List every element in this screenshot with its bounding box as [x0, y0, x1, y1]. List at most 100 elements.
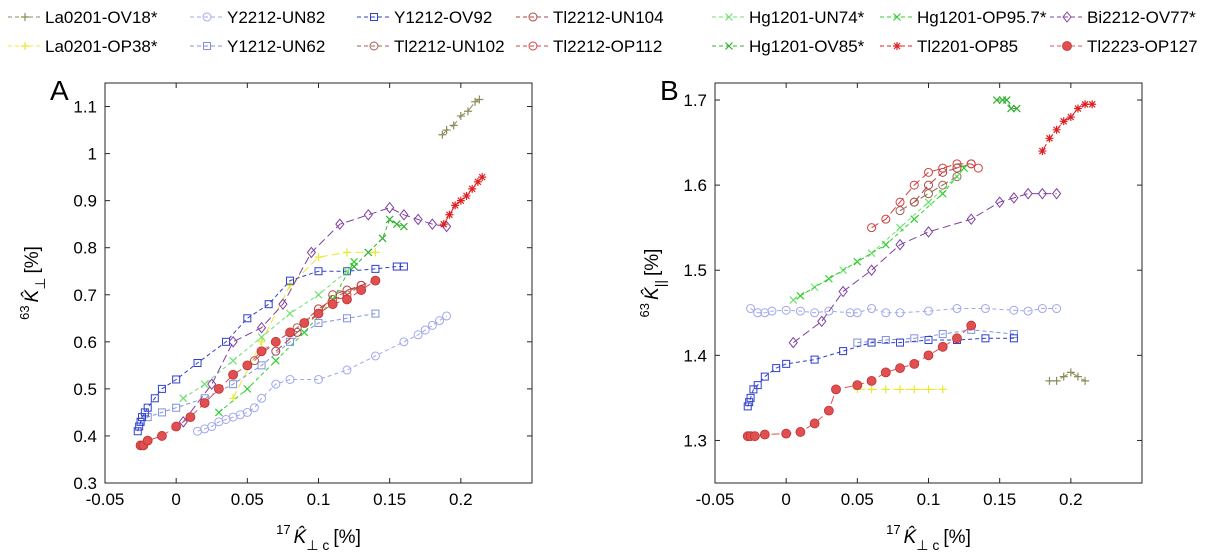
data-point — [434, 316, 444, 326]
legend-entry: Tl2223-OP127 — [1050, 37, 1198, 56]
data-point — [427, 218, 438, 230]
plot-frame — [104, 82, 533, 484]
data-point — [1002, 96, 1011, 104]
legend-entry: Tl2212-UN102 — [357, 37, 505, 56]
data-point — [462, 191, 471, 200]
data-point — [749, 385, 758, 394]
data-point — [924, 198, 933, 207]
series — [438, 95, 484, 139]
data-point — [1051, 187, 1062, 200]
data-point — [213, 383, 224, 394]
data-point — [363, 208, 373, 221]
series-line — [793, 193, 1057, 344]
data-point — [392, 220, 401, 229]
x-tick-label: 0.2 — [1059, 490, 1083, 509]
series-line — [996, 99, 1017, 109]
data-point — [456, 111, 465, 120]
data-point — [142, 435, 153, 446]
data-point — [767, 306, 777, 316]
data-point — [271, 379, 281, 389]
data-point — [924, 189, 933, 199]
data-point — [463, 107, 472, 116]
data-point — [228, 369, 239, 380]
data-point — [895, 197, 905, 207]
data-point — [179, 394, 188, 403]
data-point — [782, 359, 791, 368]
data-point — [938, 385, 947, 394]
y-tick-label: 0.9 — [73, 192, 97, 211]
data-point — [475, 95, 484, 104]
data-point — [306, 246, 317, 259]
data-point — [342, 248, 351, 257]
data-point — [881, 336, 890, 345]
legend-label: Tl2212-UN102 — [394, 37, 505, 56]
data-point — [1059, 372, 1068, 381]
data-point — [924, 167, 933, 177]
data-point — [286, 276, 295, 285]
series-line — [197, 315, 447, 432]
data-point — [249, 403, 259, 413]
data-point — [937, 341, 948, 352]
legend-entry: La0201-OP38* — [8, 37, 158, 56]
data-point — [852, 308, 862, 318]
y-tick-label: 1.6 — [683, 176, 707, 195]
data-point — [831, 384, 841, 395]
data-point — [938, 189, 947, 198]
data-point — [157, 431, 167, 441]
data-point — [478, 173, 487, 182]
data-point — [867, 304, 877, 314]
data-point — [995, 196, 1005, 208]
x-tick-label: 0.15 — [983, 490, 1016, 509]
data-point — [385, 215, 394, 224]
legend-label: Tl2212-UN104 — [553, 8, 664, 27]
data-point — [185, 412, 196, 423]
data-point — [938, 163, 948, 173]
data-point — [1012, 104, 1021, 113]
data-point — [966, 213, 976, 225]
data-point — [257, 337, 266, 346]
data-point — [781, 305, 791, 315]
data-point — [1059, 117, 1068, 126]
data-point — [1052, 376, 1061, 385]
data-point — [1045, 134, 1054, 143]
data-point — [335, 290, 345, 300]
data-point — [759, 429, 770, 440]
data-point — [278, 298, 288, 310]
series-line — [750, 307, 1057, 314]
data-point — [1009, 334, 1018, 343]
series — [746, 304, 1062, 318]
data-point — [952, 304, 962, 314]
series-line — [857, 329, 1014, 344]
data-point — [881, 308, 891, 318]
legend-entry: Tl2212-OP112 — [516, 37, 662, 56]
data-point — [138, 413, 147, 422]
legend-label: Hg1201-UN74* — [749, 8, 865, 27]
data-point — [809, 418, 820, 429]
data-point — [952, 159, 962, 169]
legend-entry: Tl2201-OP85 — [880, 37, 1018, 56]
legend-entry: Y1212-UN62 — [190, 37, 325, 56]
series — [992, 96, 1021, 113]
legend-marker — [893, 13, 901, 21]
series — [1038, 100, 1097, 156]
data-point — [468, 184, 477, 193]
x-axis-label: 17 K̂⊥ c [%] — [886, 522, 971, 553]
data-point — [952, 333, 962, 344]
legend-label: Y1212-OV92 — [394, 8, 492, 27]
data-point — [342, 294, 352, 305]
data-point — [867, 249, 876, 258]
series — [179, 267, 351, 403]
y-tick-label: 0.5 — [73, 380, 97, 399]
data-point — [313, 308, 324, 319]
data-point — [364, 248, 373, 257]
data-point — [427, 320, 437, 330]
data-point — [867, 338, 876, 347]
y-tick-label: 1.4 — [683, 346, 707, 365]
series-line — [353, 218, 405, 267]
y-tick-label: 0.3 — [73, 474, 97, 493]
data-point — [1023, 306, 1033, 316]
data-point — [451, 201, 460, 210]
data-point — [143, 413, 152, 422]
data-point — [371, 264, 380, 273]
data-point — [335, 218, 345, 230]
